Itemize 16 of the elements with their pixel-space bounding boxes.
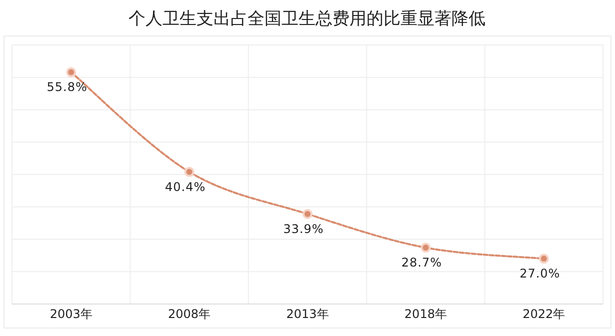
data-label: 28.7% (401, 256, 442, 270)
x-tick-label: 2013年 (286, 307, 329, 321)
data-label: 40.4% (164, 180, 206, 194)
point (538, 254, 549, 264)
point (184, 166, 194, 177)
data-label: 55.8% (46, 80, 88, 94)
chart-title: 个人卫生支出占全国卫生总费用的比重显著降低 (128, 9, 486, 29)
x-tick-label: 2018年 (404, 307, 447, 321)
x-tick-label: 2022年 (522, 307, 566, 321)
x-tick-label: 2008年 (168, 307, 211, 321)
point (302, 208, 312, 219)
data-label: 27.0% (520, 266, 560, 281)
point (66, 67, 76, 78)
data-label: 33.9% (283, 222, 324, 236)
point (420, 242, 431, 253)
x-tick-label: 2003年 (50, 307, 92, 321)
